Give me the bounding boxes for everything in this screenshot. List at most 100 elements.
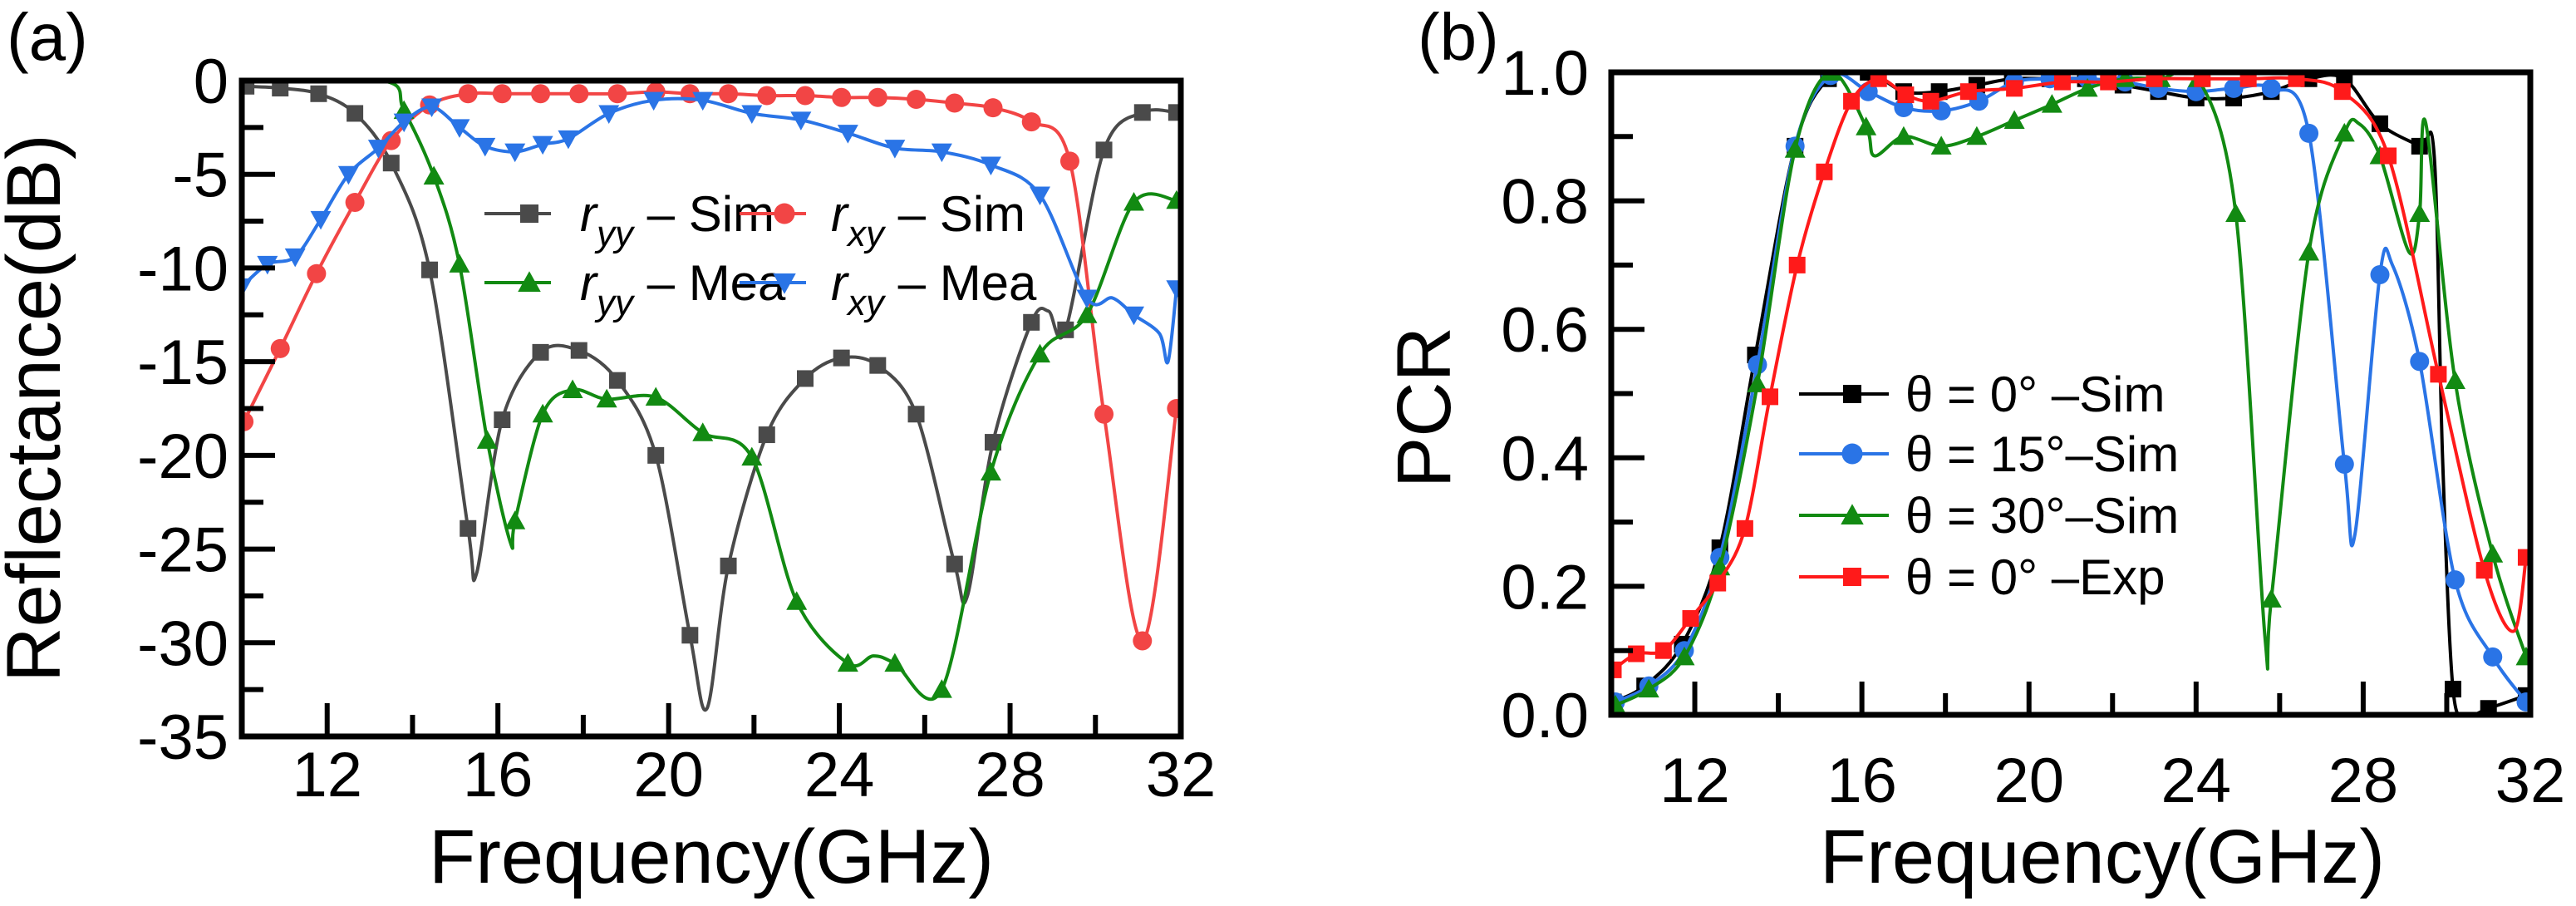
data-point-triangle-up [1893,126,1915,145]
data-point-triangle-down [421,98,443,118]
y-tick-label: 0.4 [1501,424,1589,495]
data-point-circle [1748,355,1767,375]
data-point-circle [1167,399,1181,418]
y-tick-label: 1.0 [1501,38,1589,109]
data-point-triangle-down [741,105,763,124]
panel-a-reflectance: (a) 12 16 20 24 28 32 0 -5 -10 -15 -20 -25 -30 -35 Freq… [0,0,1216,899]
data-point-triangle-up [1123,192,1144,211]
legend-name: θ = 15°–Sim [1905,426,2179,482]
data-point-circle [1133,631,1153,651]
data-point-triangle-up [1030,343,1050,363]
series-a-1 [242,82,1181,651]
data-point-triangle-up [741,446,763,466]
data-point-circle [2410,352,2430,372]
data-point-square [2239,72,2257,87]
series-line [246,84,1177,712]
legend-symbol: r [580,255,598,311]
x-tick-label: 32 [2495,746,2566,816]
data-point-square [2053,73,2071,91]
legend-marker-square [1843,568,1861,586]
data-point-circle [2334,455,2354,475]
data-point-triangle-down [1166,280,1181,299]
legend-label: θ = 30°–Sim [1905,488,2179,544]
data-point-square [1788,256,1806,273]
legend-subscript: yy [594,283,636,323]
legend-label: θ = 15°–Sim [1905,426,2179,482]
legend-symbol: r [831,186,849,242]
data-point-triangle-up [2298,241,2320,261]
legend-label: ryy – Sim [580,186,774,254]
data-point-square [494,411,511,429]
legend-marker-circle [774,203,795,224]
data-point-square [1922,92,1939,110]
data-point-circle [983,98,1003,118]
data-point-triangle-down [980,156,1001,175]
x-tick-label: 24 [804,740,875,810]
legend-suffix: – Sim [884,186,1025,242]
data-point-circle [2224,78,2244,98]
data-point-triangle-down [284,248,306,268]
data-point-square [1959,83,1977,101]
data-point-square [647,446,665,464]
data-point-triangle-down [558,130,579,150]
data-point-circle [2483,647,2503,667]
x-tick-label: 12 [292,740,362,810]
data-point-circle [458,84,478,104]
data-point-triangle-up [2041,94,2062,113]
x-tick-label: 16 [463,740,533,810]
data-point-circle [832,87,852,107]
x-axis-title: Frequency(GHz) [1820,815,2385,899]
data-point-square [681,627,699,644]
data-point-circle [2261,78,2281,98]
data-point-square [720,557,737,574]
data-point-square [1628,645,1645,662]
data-point-square [1843,92,1861,110]
data-point-square [421,261,438,278]
data-point-triangle-down [367,140,389,159]
data-point-square [1682,610,1699,628]
legend-suffix: – Mea [884,255,1037,311]
data-point-square [1095,141,1113,159]
legend-label: θ = 0° –Exp [1905,549,2166,605]
data-point-triangle-down [692,91,714,111]
legend-label: rxy – Sim [831,186,1025,254]
legend-marker-triangle-up [1841,504,1864,524]
data-point-triangle-down [643,91,665,111]
y-tick-label: -25 [137,515,229,586]
legend-label: rxy – Mea [831,255,1037,323]
x-tick-label: 24 [2161,746,2232,816]
data-point-square [272,81,289,97]
legend-name: θ = 0° –Exp [1905,549,2166,605]
series-a-0 [242,81,1181,712]
data-point-square [758,426,775,444]
y-tick-label: -30 [137,608,229,679]
data-point-circle [2446,570,2465,590]
series-b-2 [1611,72,2530,714]
data-point-triangle-up [2003,110,2025,129]
x-tick-label: 16 [1826,746,1897,816]
data-point-circle [270,338,290,358]
data-point-triangle-up [2445,370,2466,390]
data-point-triangle-up [1966,126,1988,145]
data-point-triangle-up [2225,203,2247,223]
data-point-triangle-up [2515,646,2530,666]
x-tick-label: 28 [975,740,1045,810]
data-point-circle [795,86,815,106]
legend-subscript: xy [846,283,887,323]
data-point-circle [907,90,927,110]
data-point-circle [2516,692,2530,712]
data-point-triangle-down [310,210,332,230]
y-tick-label: -5 [172,140,229,211]
data-point-triangle-up [786,591,808,610]
data-point-circle [307,263,327,283]
data-point-circle [531,84,551,104]
legend-item: ryy – Mea [484,255,786,323]
data-point-circle [868,87,887,107]
legend-marker-circle [1841,443,1863,465]
data-point-triangle-up [1638,678,1659,698]
data-point-square [242,81,255,95]
data-point-circle [381,130,401,150]
data-point-circle [1059,151,1079,171]
